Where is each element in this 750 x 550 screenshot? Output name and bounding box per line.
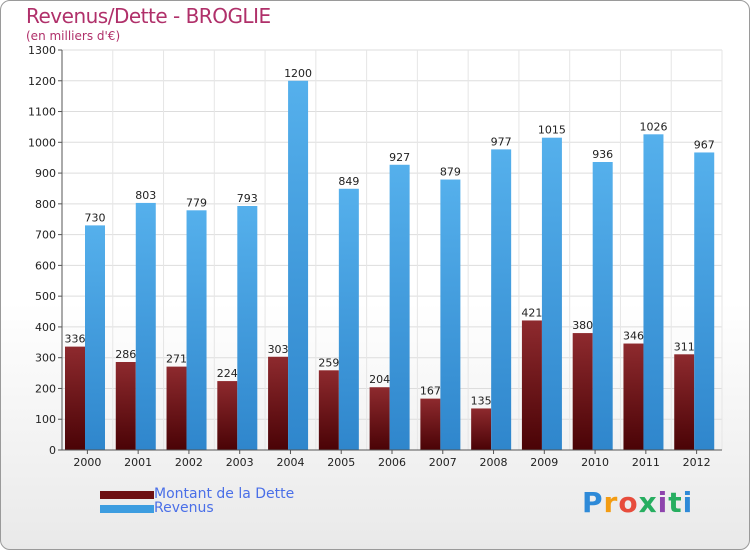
data-label-revenue: 1200 — [284, 67, 312, 80]
x-tick-label: 2012 — [683, 456, 711, 469]
bar-debt — [369, 387, 390, 450]
x-tick-label: 2008 — [480, 456, 508, 469]
data-label-revenue: 967 — [694, 138, 715, 151]
y-tick-label: 1200 — [28, 75, 56, 88]
y-tick-label: 400 — [35, 321, 56, 334]
data-label-revenue: 730 — [85, 211, 106, 224]
bar-revenue — [694, 152, 715, 450]
y-tick-label: 800 — [35, 198, 56, 211]
x-tick-label: 2010 — [581, 456, 609, 469]
bar-revenue — [491, 149, 512, 450]
bar-revenue — [288, 80, 309, 451]
data-label-revenue: 936 — [592, 148, 613, 161]
legend-swatch-revenue — [100, 505, 154, 513]
bar-debt — [674, 354, 695, 450]
proxiti-logo: Proxiti — [582, 486, 694, 519]
y-tick-label: 900 — [35, 167, 56, 180]
bar-revenue — [592, 162, 613, 450]
data-label-revenue: 927 — [389, 151, 410, 164]
y-tick-label: 300 — [35, 352, 56, 365]
data-label-debt: 346 — [623, 330, 644, 343]
x-tick-label: 2004 — [276, 456, 304, 469]
legend-swatch-debt — [100, 491, 154, 499]
bar-debt — [318, 370, 339, 450]
y-tick-label: 100 — [35, 413, 56, 426]
bar-revenue — [85, 225, 105, 450]
bar-debt — [623, 343, 644, 450]
data-label-revenue: 1026 — [639, 120, 667, 133]
bar-debt — [268, 356, 289, 450]
legend-label-revenue: Revenus — [154, 500, 214, 516]
x-tick-label: 2009 — [530, 456, 558, 469]
data-label-revenue: 1015 — [538, 124, 566, 137]
bar-revenue — [440, 179, 461, 451]
bar-debt — [217, 381, 238, 450]
bar-debt — [572, 333, 593, 450]
data-label-revenue: 977 — [491, 135, 512, 148]
data-label-debt: 271 — [166, 353, 187, 366]
bar-debt — [471, 408, 492, 450]
data-label-debt: 135 — [471, 394, 492, 407]
x-tick-label: 2003 — [226, 456, 254, 469]
y-tick-label: 200 — [35, 382, 56, 395]
data-label-revenue: 803 — [135, 189, 156, 202]
data-label-debt: 421 — [521, 306, 542, 319]
data-label-revenue: 849 — [338, 175, 359, 188]
bar-revenue — [237, 206, 258, 450]
bar-revenue — [186, 210, 207, 450]
bar-revenue — [135, 202, 156, 450]
x-tick-label: 2002 — [175, 456, 203, 469]
x-tick-label: 2005 — [327, 456, 355, 469]
bar-revenue — [338, 188, 359, 450]
data-label-debt: 286 — [115, 348, 136, 361]
bar-revenue — [389, 164, 410, 450]
data-label-debt: 224 — [217, 367, 238, 380]
chart-subtitle: (en milliers d'€) — [26, 29, 121, 43]
bar-debt — [115, 362, 136, 450]
x-tick-label: 2006 — [378, 456, 406, 469]
data-label-revenue: 779 — [186, 196, 207, 209]
y-tick-label: 600 — [35, 259, 56, 272]
y-tick-label: 1000 — [28, 136, 56, 149]
data-label-debt: 259 — [318, 356, 339, 369]
y-tick-label: 0 — [49, 444, 56, 457]
y-tick-label: 1300 — [28, 44, 56, 57]
x-tick-label: 2001 — [124, 456, 152, 469]
y-tick-label: 700 — [35, 229, 56, 242]
legend-label-debt: Montant de la Dette — [154, 486, 295, 502]
bar-debt — [166, 366, 187, 450]
data-label-debt: 380 — [572, 319, 593, 332]
x-tick-label: 2000 — [73, 456, 101, 469]
data-label-debt: 336 — [65, 333, 86, 346]
data-label-debt: 311 — [674, 340, 695, 353]
chart-title: Revenus/Dette - BROGLIE — [26, 4, 271, 28]
x-tick-label: 2007 — [429, 456, 457, 469]
y-tick-label: 1100 — [28, 106, 56, 119]
bar-revenue — [643, 134, 664, 451]
data-label-revenue: 879 — [440, 166, 461, 179]
x-tick-label: 2011 — [632, 456, 660, 469]
bar-debt — [420, 398, 441, 450]
data-label-debt: 303 — [268, 343, 289, 356]
y-tick-label: 500 — [35, 290, 56, 303]
data-label-revenue: 793 — [237, 192, 258, 205]
data-label-debt: 204 — [369, 373, 390, 386]
bar-debt — [65, 346, 85, 450]
bar-debt — [521, 320, 542, 450]
data-label-debt: 167 — [420, 385, 441, 398]
bar-revenue — [541, 137, 562, 450]
